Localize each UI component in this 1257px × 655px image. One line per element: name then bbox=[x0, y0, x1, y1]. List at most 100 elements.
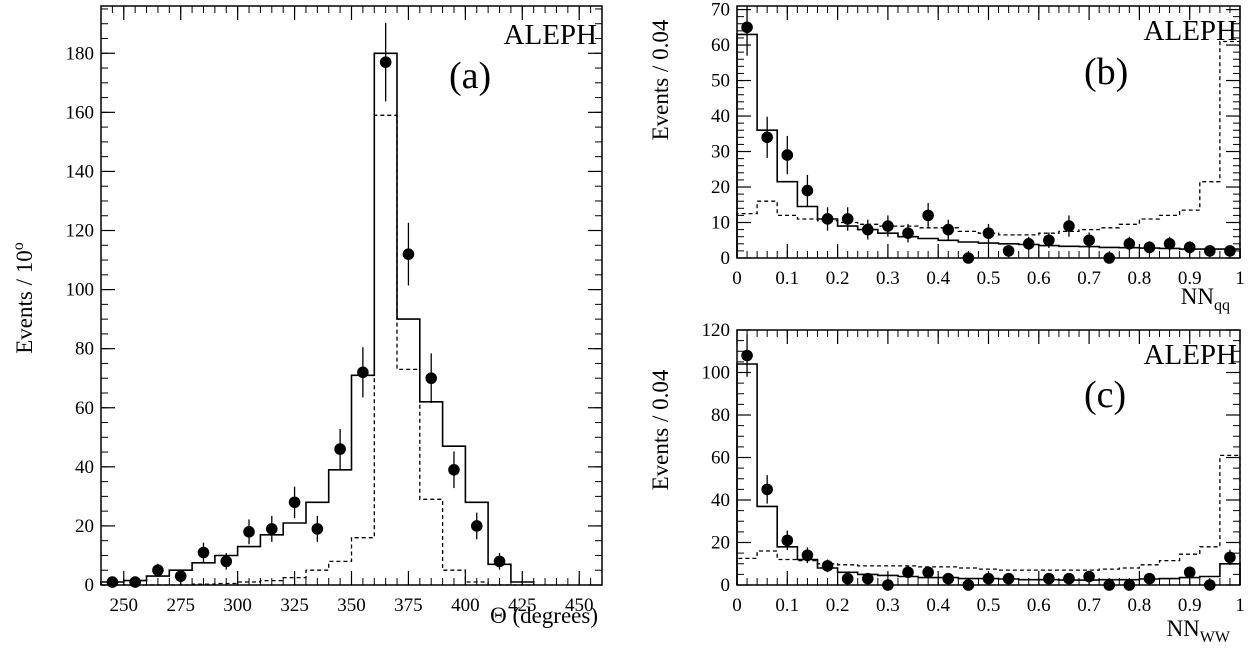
panel-b-data-point bbox=[1204, 245, 1216, 257]
panel-a-data-point bbox=[448, 463, 460, 476]
panel-c-y-axis-label: Events / 0.04 bbox=[648, 369, 673, 490]
panel-c-data-point bbox=[821, 560, 834, 572]
panel-b-x-tick-label: 0 bbox=[732, 268, 742, 289]
panel-a-data-point bbox=[220, 555, 233, 568]
panel-b-y-tick-label: 50 bbox=[711, 71, 730, 92]
panel-a-data-point bbox=[288, 496, 301, 509]
panel-b-data-point bbox=[982, 227, 995, 239]
panel-c-points bbox=[741, 334, 1236, 591]
panel-b-x-tick-label: 0.7 bbox=[1077, 268, 1101, 289]
panel-a-y-tick-label: 100 bbox=[66, 280, 95, 301]
panel-b-x-axis-label-main: NN bbox=[1181, 284, 1215, 309]
panel-c-data-point bbox=[741, 349, 753, 362]
panel-a-y-tick-label: 160 bbox=[66, 102, 95, 123]
panel-b-data-point bbox=[1022, 238, 1035, 250]
panel-a-x-tick-label: 375 bbox=[394, 595, 423, 616]
panel-c-data-point bbox=[801, 549, 814, 562]
panel-b-data-point bbox=[801, 184, 814, 197]
panel-a-points bbox=[106, 22, 506, 588]
panel-c-y-tick-label: 100 bbox=[702, 363, 731, 384]
panel-b-data-point bbox=[741, 21, 753, 34]
panel-a-x-tick-label: 350 bbox=[337, 595, 366, 616]
panel-a-x-tick-label: 300 bbox=[223, 595, 252, 616]
panel-b-x-tick-label: 0.6 bbox=[1027, 268, 1051, 289]
panel-c-y-tick-label: 20 bbox=[711, 533, 730, 554]
panel-c-x-tick-label: 0.6 bbox=[1027, 595, 1051, 616]
panel-c-y-tick-label: 120 bbox=[702, 320, 731, 341]
panel-c-y-tick-label: 0 bbox=[721, 575, 731, 596]
panel-a-y-axis-label-main: Events / 10 bbox=[12, 250, 37, 354]
panel-a-x-tick-label: 275 bbox=[166, 595, 195, 616]
panel-c-data-point bbox=[1224, 551, 1236, 564]
panel-a-y-axis-label: Events / 10o bbox=[10, 242, 37, 354]
panel-a-data-point bbox=[334, 443, 346, 455]
panel-b-x-tick-label: 0.2 bbox=[826, 268, 850, 289]
panel-b-data-point bbox=[922, 209, 934, 222]
panel-a-data-point bbox=[425, 372, 438, 385]
panel-a-x-tick-label: 450 bbox=[565, 595, 594, 616]
panel-c-x-tick-label: 0.9 bbox=[1178, 595, 1202, 616]
panel-b-y-axis-label: Events / 0.04 bbox=[648, 19, 673, 140]
panel-b-data-point bbox=[1043, 234, 1055, 247]
panel-c-x-axis-label-sub: WW bbox=[1200, 629, 1231, 646]
panel-b-experiment-label: ALEPH bbox=[1144, 15, 1238, 47]
panel-b-y-tick-label: 40 bbox=[711, 106, 730, 127]
panel-a-histograms bbox=[100, 52, 535, 586]
panel-b-points bbox=[741, 6, 1236, 264]
panel-b-data-point bbox=[882, 220, 894, 232]
panel-c-x-tick-label: 0.2 bbox=[826, 595, 850, 616]
panel-a: 0 20 40 60 80 100 120 140 160 180 250 275 300 325 350 3… bbox=[10, 5, 603, 628]
panel-b-y-tick-label: 20 bbox=[711, 177, 730, 198]
panel-c-x-tick-label: 0.5 bbox=[977, 595, 1001, 616]
panel-b-data-point bbox=[1123, 238, 1136, 250]
panel-c-x-axis-label-main: NN bbox=[1167, 616, 1201, 641]
panel-b: 0 10 20 30 40 50 60 70 0 0.1 0.2 0.3 0.4 0.5 0.6 0.7 0.8… bbox=[648, 0, 1245, 314]
panel-b-data-point bbox=[902, 227, 914, 239]
panel-a-y-tick-label: 120 bbox=[66, 221, 95, 242]
panel-b-y-tick-label: 30 bbox=[711, 142, 730, 163]
panel-b-data-point bbox=[1002, 245, 1015, 257]
panel-a-x-tick-label: 325 bbox=[280, 595, 309, 616]
panel-c-x-tick-label: 0.3 bbox=[876, 595, 900, 616]
panel-b-data-point bbox=[942, 223, 955, 236]
panel-b-y-tick-label: 10 bbox=[711, 213, 730, 234]
panel-a-data-point bbox=[470, 520, 483, 532]
panel-b-x-tick-label: 0.1 bbox=[775, 268, 799, 289]
panel-b-x-tick-label: 0.4 bbox=[926, 268, 950, 289]
panel-c-data-point bbox=[922, 566, 934, 579]
panel-b-x-axis-label-sub: qq bbox=[1214, 297, 1230, 314]
panel-a-data-point bbox=[379, 56, 392, 68]
panel-b-data-point bbox=[861, 223, 874, 236]
panel-a-frame bbox=[100, 5, 603, 586]
panel-b-x-tick-label: 1 bbox=[1235, 268, 1245, 289]
panel-c-data-point bbox=[902, 566, 914, 579]
panel-b-y-tick-label: 70 bbox=[711, 0, 730, 21]
panel-b-x-tick-label: 0.3 bbox=[876, 268, 900, 289]
panel-b-y-tick-label: 0 bbox=[721, 248, 731, 269]
panel-b-x-axis-label: NNqq bbox=[1181, 284, 1230, 314]
panel-c-x-tick-label: 0 bbox=[732, 595, 742, 616]
panel-b-data-point bbox=[841, 213, 854, 225]
panel-a-y-axis-label-sup: o bbox=[10, 242, 27, 250]
panel-c-x-axis-label: NNWW bbox=[1167, 616, 1231, 646]
panel-a-data-point bbox=[402, 248, 415, 260]
panel-a-y-tick-label: 20 bbox=[75, 516, 94, 537]
panel-b-data-point bbox=[1143, 241, 1156, 254]
panel-a-label: (a) bbox=[449, 55, 491, 97]
panel-a-data-point bbox=[243, 526, 255, 538]
panel-a-data-point bbox=[493, 555, 506, 568]
panel-a-data-point bbox=[197, 546, 210, 559]
panel-c-histograms bbox=[736, 363, 1241, 585]
panel-c-y-tick-label: 80 bbox=[711, 405, 730, 426]
panel-a-y-tick-label: 0 bbox=[85, 575, 95, 596]
panel-b-data-point bbox=[781, 149, 794, 161]
panel-c-solid-histogram bbox=[736, 363, 1241, 585]
panel-c-ticks: 0 20 40 60 80 100 120 0 0.1 0.2 0.3 0.4 0.5 0.6 0.7 0.8… bbox=[702, 320, 1245, 616]
panel-b-x-tick-label: 0.9 bbox=[1178, 268, 1202, 289]
panel-b-label: (b) bbox=[1084, 51, 1128, 93]
panel-b-data-point bbox=[1063, 220, 1075, 232]
panel-c-y-tick-label: 40 bbox=[711, 490, 730, 511]
panel-a-y-tick-label: 180 bbox=[66, 43, 95, 64]
panel-b-data-point bbox=[1163, 238, 1176, 250]
panel-b-x-tick-label: 0.5 bbox=[977, 268, 1001, 289]
